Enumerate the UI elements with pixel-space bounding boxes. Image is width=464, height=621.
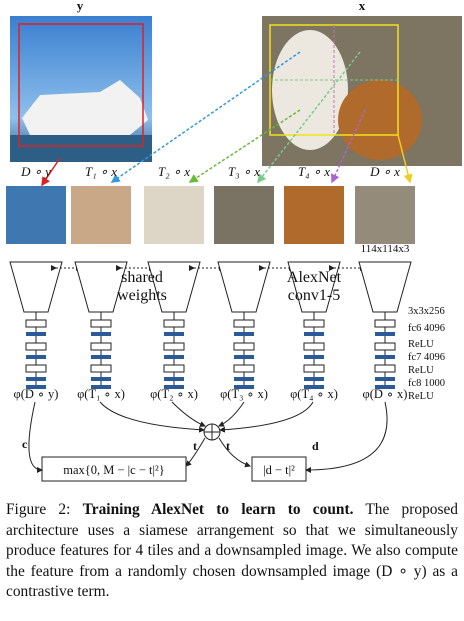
- crop-arrows: [41, 51, 413, 187]
- image-x: [262, 16, 462, 166]
- relu-layer: [164, 385, 184, 389]
- conv-block: [358, 261, 412, 313]
- shared-weights: shared weights: [117, 269, 167, 304]
- relu-layer: [91, 385, 111, 389]
- text: weights: [117, 287, 167, 304]
- layer-label: ReLU: [408, 339, 434, 350]
- fc-layer: [303, 342, 325, 351]
- feature-label: φ(T₃ ∘ x): [220, 387, 268, 401]
- arrow-label: d: [312, 439, 319, 453]
- feature-label: φ(D ∘ y): [14, 387, 59, 401]
- layer-label: fc8 1000: [408, 378, 445, 389]
- tile-label: T₂ ∘ x: [158, 164, 190, 179]
- arrow-label: t: [193, 439, 197, 453]
- relu-layer: [234, 377, 254, 381]
- fc-layer: [374, 364, 396, 373]
- fc-layer: [90, 319, 112, 328]
- caption: Figure 2: Training AlexNet to learn to c…: [6, 500, 458, 603]
- relu-layer: [304, 355, 324, 359]
- tile-image: [71, 186, 131, 244]
- relu-layer: [375, 332, 395, 336]
- relu-layer: [26, 332, 46, 336]
- image-label: x: [359, 0, 366, 13]
- conv-block: [147, 261, 201, 313]
- relu-layer: [375, 355, 395, 359]
- fc-layer: [233, 342, 255, 351]
- relu-layer: [304, 332, 324, 336]
- image-label: y: [77, 0, 84, 13]
- relu-layer: [375, 377, 395, 381]
- relu-layer: [234, 332, 254, 336]
- fc-layer: [163, 319, 185, 328]
- tile-image: [6, 186, 66, 244]
- relu-layer: [304, 385, 324, 389]
- fc-layer: [25, 364, 47, 373]
- fc-layer: [163, 342, 185, 351]
- columns: D ∘ y φ(D ∘ y) T₁ ∘ x φ(T₁ ∘ x) T₂ ∘ x φ(T₂ ∘…: [6, 164, 445, 402]
- relu-layer: [164, 332, 184, 336]
- fc-layer: [25, 342, 47, 351]
- loss-arrows: [28, 401, 388, 482]
- relu-layer: [164, 377, 184, 381]
- tile-label: D ∘ x: [369, 164, 400, 179]
- contrastive-loss: max{0, M − |c − t|²}: [63, 463, 165, 477]
- fc-layer: [90, 364, 112, 373]
- relu-layer: [164, 355, 184, 359]
- relu-layer: [375, 385, 395, 389]
- fc-layer: [303, 364, 325, 373]
- relu-layer: [91, 355, 111, 359]
- image-y: [10, 16, 152, 162]
- count-loss: |d − t|²: [263, 463, 295, 477]
- tile-image: [214, 186, 274, 244]
- feature-label: φ(T₂ ∘ x): [150, 387, 198, 401]
- feature-label: φ(T₄ ∘ x): [290, 387, 338, 401]
- fc-layer: [374, 319, 396, 328]
- fc-layer: [90, 342, 112, 351]
- text: shared: [121, 269, 163, 286]
- tile-image: [355, 186, 415, 244]
- conv-block: [217, 261, 271, 313]
- fc-layer: [25, 319, 47, 328]
- tile-label: T₄ ∘ x: [298, 164, 330, 179]
- fc-layer: [303, 319, 325, 328]
- arrow-label: c: [22, 437, 28, 451]
- relu-layer: [91, 332, 111, 336]
- tile-label: T₃ ∘ x: [228, 164, 260, 179]
- relu-layer: [234, 385, 254, 389]
- relu-layer: [26, 377, 46, 381]
- feature-label: φ(T₁ ∘ x): [77, 387, 125, 401]
- layer-label: fc6 4096: [408, 323, 445, 334]
- tile-image: [284, 186, 344, 244]
- relu-layer: [26, 355, 46, 359]
- feature-label: φ(D ∘ x): [363, 387, 408, 401]
- text: conv1-5: [288, 287, 340, 304]
- conv-block: [9, 261, 63, 313]
- caption-label: Figure 2:: [6, 501, 71, 518]
- layer-label: fc7 4096: [408, 352, 445, 363]
- fc-layer: [163, 364, 185, 373]
- tile-label: D ∘ y: [20, 164, 51, 179]
- layer-label: ReLU: [408, 391, 434, 402]
- fc-layer: [233, 319, 255, 328]
- text: AlexNet: [287, 269, 342, 286]
- relu-layer: [26, 385, 46, 389]
- tile-label: T₁ ∘ x: [85, 164, 117, 179]
- caption-bold: Training AlexNet to learn to count.: [82, 501, 354, 518]
- conv-block: [287, 261, 341, 313]
- tile-size: 114x114x3: [361, 243, 410, 255]
- caption-text: The proposed architecture uses a siamese…: [6, 501, 458, 600]
- relu-layer: [304, 377, 324, 381]
- relu-layer: [234, 355, 254, 359]
- layer-label: 3x3x256: [408, 306, 445, 317]
- relu-layer: [91, 377, 111, 381]
- tile-image: [144, 186, 204, 244]
- alexnet: AlexNet conv1-5: [287, 269, 342, 304]
- fc-layer: [374, 342, 396, 351]
- arrow-label: t: [226, 439, 230, 453]
- figure: y x D ∘ y φ(D ∘ y) T₁ ∘ x φ(T₁ ∘ x) T₂ ∘ x φ(…: [6, 0, 462, 482]
- layer-label: ReLU: [408, 365, 434, 376]
- conv-block: [74, 261, 128, 313]
- fc-layer: [233, 364, 255, 373]
